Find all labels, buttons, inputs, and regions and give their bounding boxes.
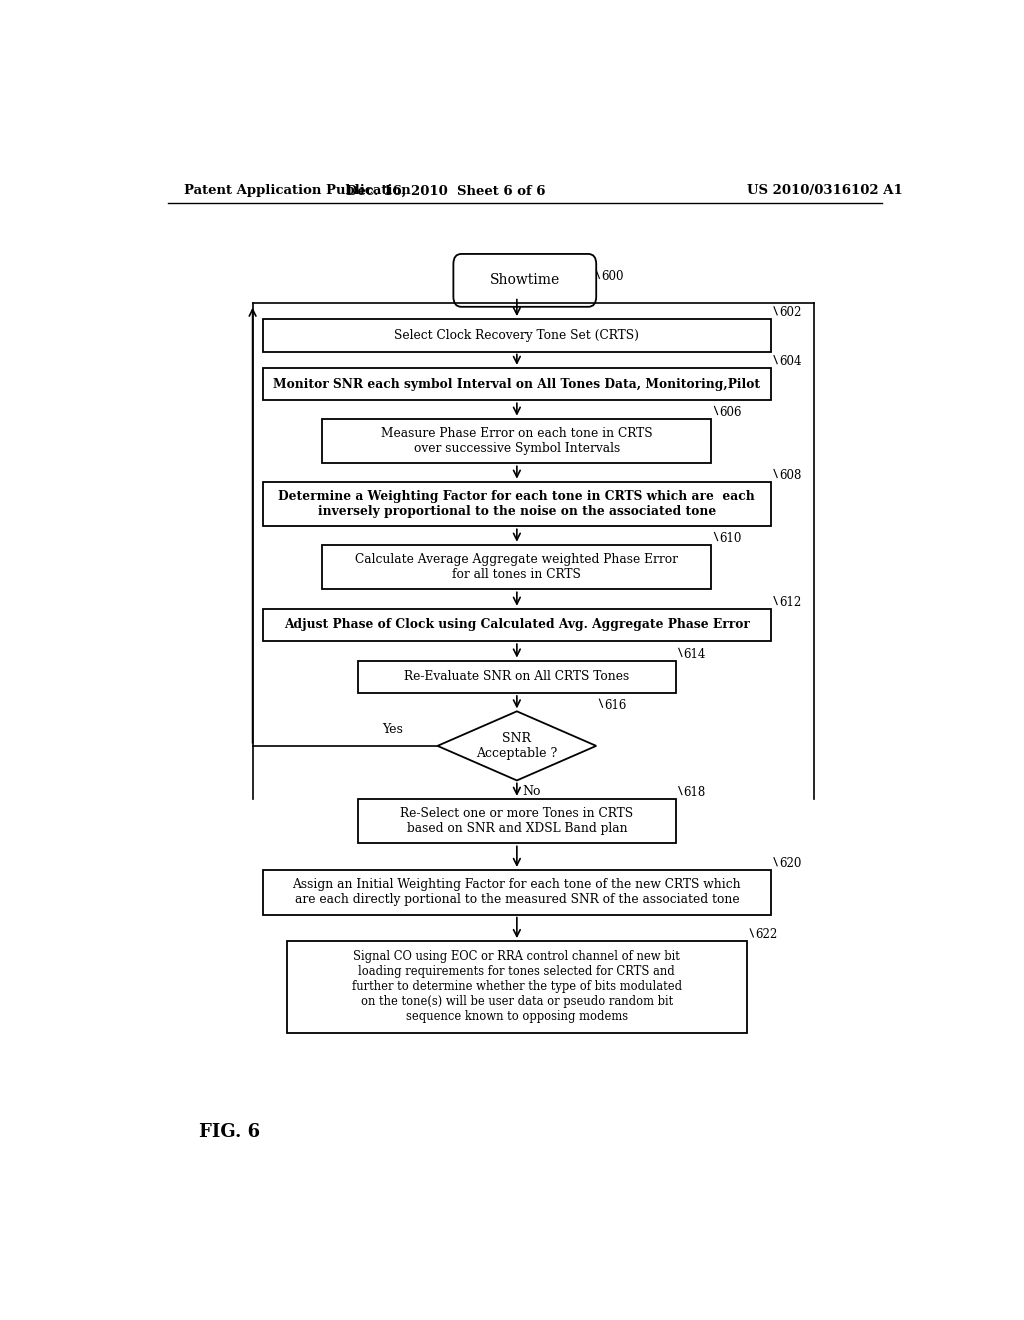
Text: Dec. 16, 2010  Sheet 6 of 6: Dec. 16, 2010 Sheet 6 of 6: [346, 185, 545, 198]
Bar: [263, 482, 771, 527]
Bar: [263, 870, 771, 915]
Bar: [323, 545, 712, 589]
Bar: [358, 799, 676, 843]
Bar: [358, 660, 676, 693]
Text: Re-Select one or more Tones in CRTS
based on SNR and XDSL Band plan: Re-Select one or more Tones in CRTS base…: [400, 807, 634, 836]
Text: 620: 620: [779, 857, 801, 870]
Text: No: No: [522, 784, 541, 797]
Text: 610: 610: [719, 532, 741, 545]
Bar: [263, 368, 771, 400]
Text: 608: 608: [779, 469, 801, 482]
Text: Select Clock Recovery Tone Set (CRTS): Select Clock Recovery Tone Set (CRTS): [394, 329, 639, 342]
Text: Determine a Weighting Factor for each tone in CRTS which are  each
inversely pro: Determine a Weighting Factor for each to…: [279, 490, 756, 517]
Text: 604: 604: [779, 355, 801, 368]
Text: Calculate Average Aggregate weighted Phase Error
for all tones in CRTS: Calculate Average Aggregate weighted Pha…: [355, 553, 678, 581]
Text: Adjust Phase of Clock using Calculated Avg. Aggregate Phase Error: Adjust Phase of Clock using Calculated A…: [284, 619, 750, 631]
Text: 602: 602: [779, 306, 801, 319]
Text: 600: 600: [601, 269, 624, 282]
Bar: [287, 941, 748, 1032]
FancyBboxPatch shape: [454, 253, 596, 306]
Text: Assign an Initial Weighting Factor for each tone of the new CRTS which
are each : Assign an Initial Weighting Factor for e…: [293, 878, 741, 907]
Text: Measure Phase Error on each tone in CRTS
over successive Symbol Intervals: Measure Phase Error on each tone in CRTS…: [381, 426, 652, 455]
Text: 614: 614: [684, 648, 706, 661]
Text: FIG. 6: FIG. 6: [200, 1123, 260, 1140]
Text: 622: 622: [755, 928, 777, 941]
Text: 612: 612: [779, 597, 801, 609]
Text: US 2010/0316102 A1: US 2010/0316102 A1: [748, 185, 903, 198]
Polygon shape: [437, 711, 596, 780]
Text: 618: 618: [684, 787, 706, 799]
Text: 606: 606: [719, 407, 741, 418]
Text: 616: 616: [604, 698, 627, 711]
Bar: [323, 418, 712, 463]
Text: SNR
Acceptable ?: SNR Acceptable ?: [476, 731, 557, 760]
Text: Signal CO using EOC or RRA control channel of new bit
loading requirements for t: Signal CO using EOC or RRA control chann…: [352, 950, 682, 1023]
Text: Patent Application Publication: Patent Application Publication: [183, 185, 411, 198]
Text: Yes: Yes: [382, 723, 402, 735]
Text: Re-Evaluate SNR on All CRTS Tones: Re-Evaluate SNR on All CRTS Tones: [404, 671, 630, 684]
Bar: [263, 609, 771, 642]
Text: Monitor SNR each symbol Interval on All Tones Data, Monitoring,Pilot: Monitor SNR each symbol Interval on All …: [273, 378, 761, 391]
Text: Showtime: Showtime: [489, 273, 560, 288]
Bar: [263, 319, 771, 351]
